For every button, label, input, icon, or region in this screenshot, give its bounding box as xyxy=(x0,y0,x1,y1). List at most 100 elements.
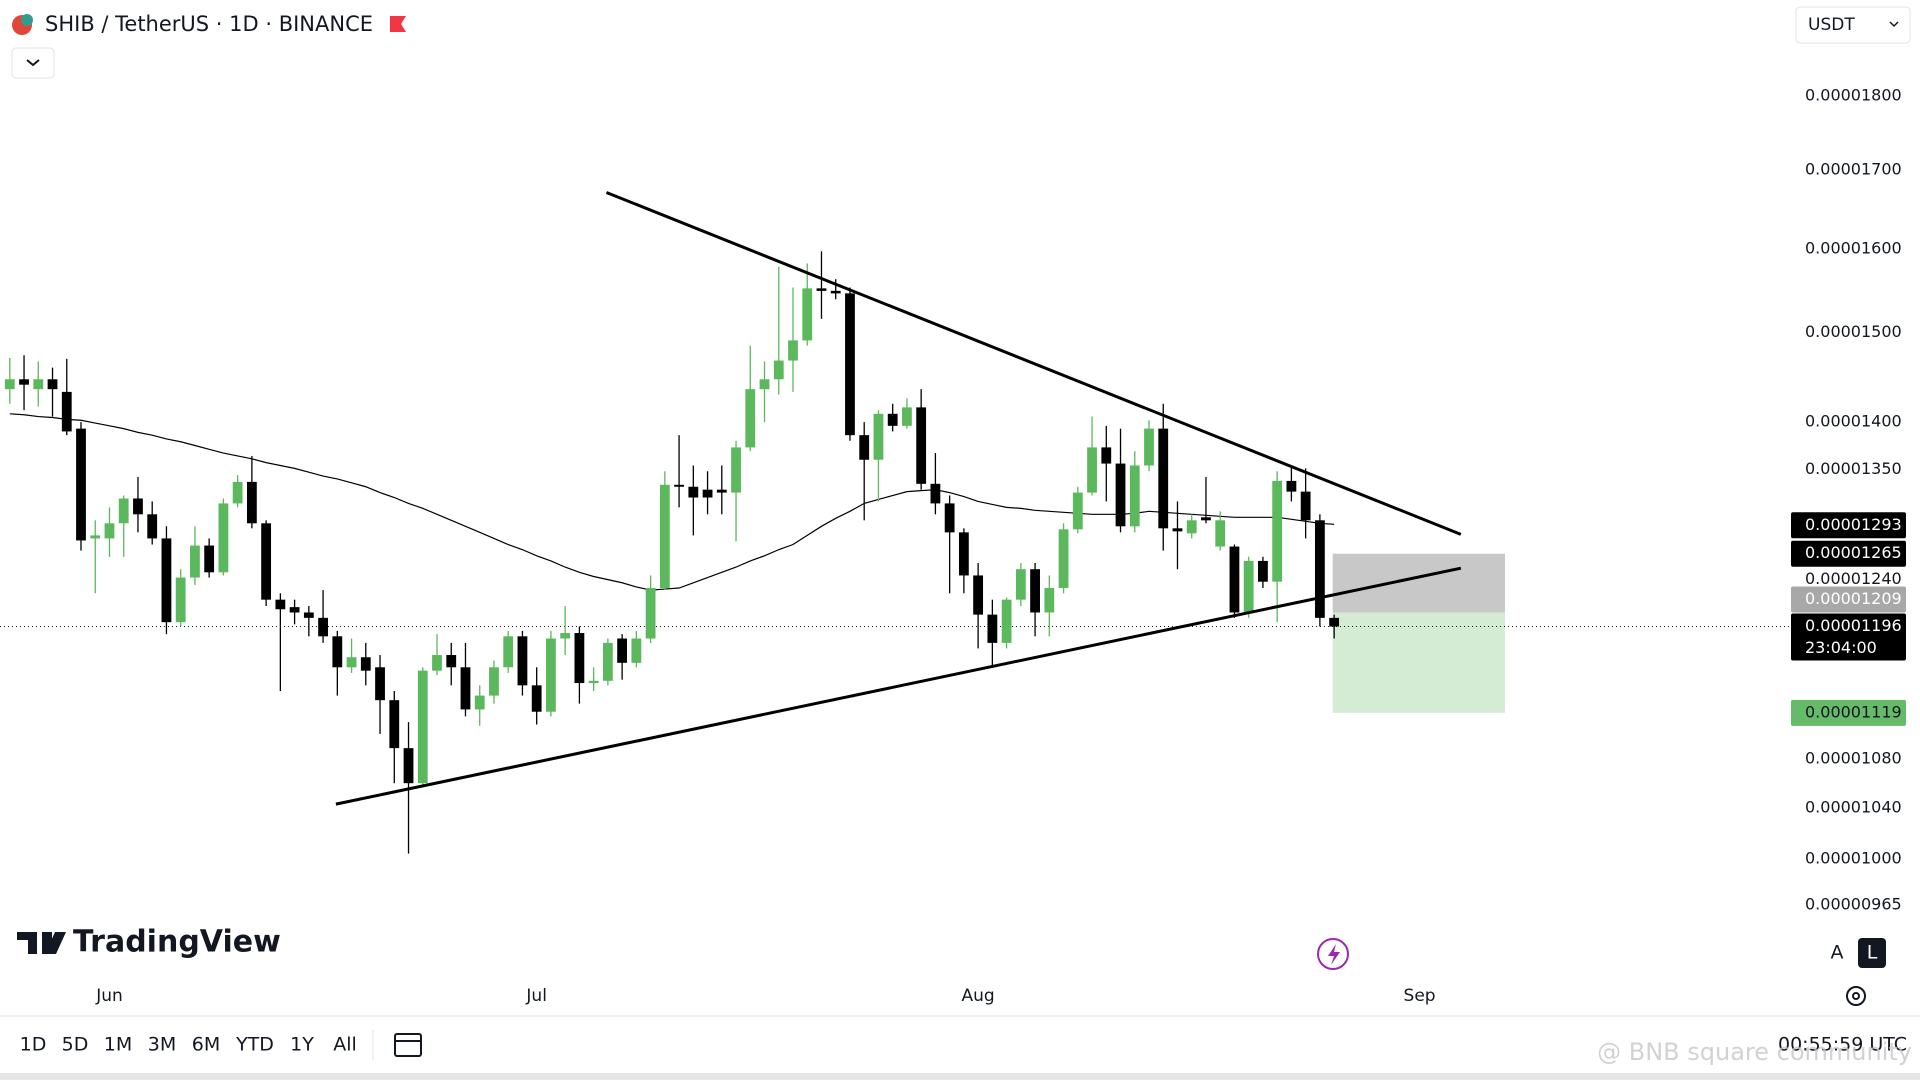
candle xyxy=(1243,556,1254,618)
y-tick-label: 0.00001000 xyxy=(1805,848,1902,867)
currency-select[interactable] xyxy=(1795,6,1911,44)
range-button[interactable]: YTD xyxy=(235,1034,274,1056)
candle xyxy=(1129,451,1140,533)
candle-body xyxy=(1115,463,1126,527)
range-button[interactable]: All xyxy=(333,1034,357,1056)
range-button[interactable]: 5D xyxy=(62,1034,89,1056)
candle xyxy=(531,667,542,725)
candle xyxy=(916,389,927,490)
candle xyxy=(958,528,969,594)
candle xyxy=(389,691,400,784)
x-tick-label: Jul xyxy=(525,986,547,1006)
candle-body xyxy=(859,435,870,460)
candle-body xyxy=(332,636,343,668)
candle xyxy=(574,626,585,704)
candle-body xyxy=(460,667,471,710)
candle xyxy=(702,471,713,515)
candle-body xyxy=(175,577,186,623)
candle-body xyxy=(759,379,770,390)
candle xyxy=(887,403,898,432)
entry-label-bg xyxy=(1791,586,1906,613)
chevron-icon xyxy=(26,59,40,67)
range-button[interactable]: 1Y xyxy=(290,1034,314,1056)
tradingview-logo: TradingView xyxy=(17,925,281,960)
candle xyxy=(987,599,998,668)
currency-label[interactable]: USDT xyxy=(1808,15,1855,35)
candle-body xyxy=(1272,480,1283,582)
range-button[interactable]: 1M xyxy=(104,1034,132,1056)
price-label: 0.00001293 xyxy=(1805,515,1902,534)
candle xyxy=(446,642,457,686)
candle xyxy=(1314,514,1325,627)
clock: 00:55:59 UTC xyxy=(1778,1034,1907,1056)
candle xyxy=(289,599,300,625)
candle-body xyxy=(1286,480,1297,492)
range-button[interactable]: 3M xyxy=(148,1034,176,1056)
y-tick-label: 0.00001600 xyxy=(1805,238,1902,257)
candle xyxy=(759,361,770,423)
candle xyxy=(1158,403,1169,551)
range-button[interactable]: 1D xyxy=(20,1034,47,1056)
candle xyxy=(104,507,115,557)
settings-icon-core xyxy=(1852,992,1860,1000)
candle-body xyxy=(1201,517,1211,521)
candle xyxy=(90,520,101,594)
candle xyxy=(802,263,813,346)
countdown: 23:04:00 xyxy=(1805,638,1877,657)
candle-body xyxy=(1001,599,1012,643)
candle xyxy=(602,638,613,686)
candle-body xyxy=(816,288,827,291)
candle-body xyxy=(517,636,528,686)
settings-button[interactable] xyxy=(1846,986,1866,1006)
candle xyxy=(133,477,143,533)
collapse-button[interactable] xyxy=(11,47,55,79)
date-range-button[interactable] xyxy=(394,1033,422,1057)
candle xyxy=(1229,544,1240,618)
candle xyxy=(1087,416,1097,496)
candle-body xyxy=(788,340,798,361)
candle xyxy=(375,655,385,734)
candle-body xyxy=(375,667,385,701)
candle-body xyxy=(1044,588,1055,613)
candle xyxy=(246,455,257,529)
target-label: 0.00001119 xyxy=(1805,702,1902,721)
candle-body xyxy=(232,481,243,504)
candle-body xyxy=(474,695,485,710)
candle xyxy=(175,569,186,627)
y-tick-label: 0.00001350 xyxy=(1805,459,1902,478)
candle xyxy=(1144,420,1154,472)
auto-scale-label[interactable]: A xyxy=(1831,942,1844,964)
candle xyxy=(859,422,870,521)
candle-body xyxy=(645,588,656,639)
candle xyxy=(731,440,741,542)
candle-body xyxy=(1030,569,1040,613)
candle-body xyxy=(1243,560,1254,613)
candle-body xyxy=(674,484,684,487)
candle xyxy=(517,630,528,696)
candle-body xyxy=(1229,546,1240,613)
candle-body xyxy=(887,413,898,426)
auto-scale-button[interactable] xyxy=(1823,938,1851,968)
candle xyxy=(33,361,44,407)
candle xyxy=(1030,562,1040,637)
candle-body xyxy=(546,638,556,712)
log-scale-button[interactable] xyxy=(1858,938,1886,968)
log-scale-label[interactable]: L xyxy=(1867,942,1878,964)
candle xyxy=(232,475,243,508)
candle xyxy=(788,287,798,392)
candle xyxy=(1329,614,1340,639)
candle-body xyxy=(902,407,912,426)
candle-body xyxy=(19,379,29,385)
candle-body xyxy=(830,290,841,294)
last-price-label-bg xyxy=(1791,613,1906,661)
candle xyxy=(902,398,912,429)
range-button[interactable]: 6M xyxy=(192,1034,220,1056)
candle-body xyxy=(346,657,357,668)
candle-body xyxy=(944,503,955,533)
candle-body xyxy=(104,523,115,539)
candle xyxy=(816,251,827,319)
candle xyxy=(1172,501,1183,570)
stop-zone xyxy=(1332,553,1505,613)
candle xyxy=(830,279,841,300)
candle-body xyxy=(246,481,257,524)
